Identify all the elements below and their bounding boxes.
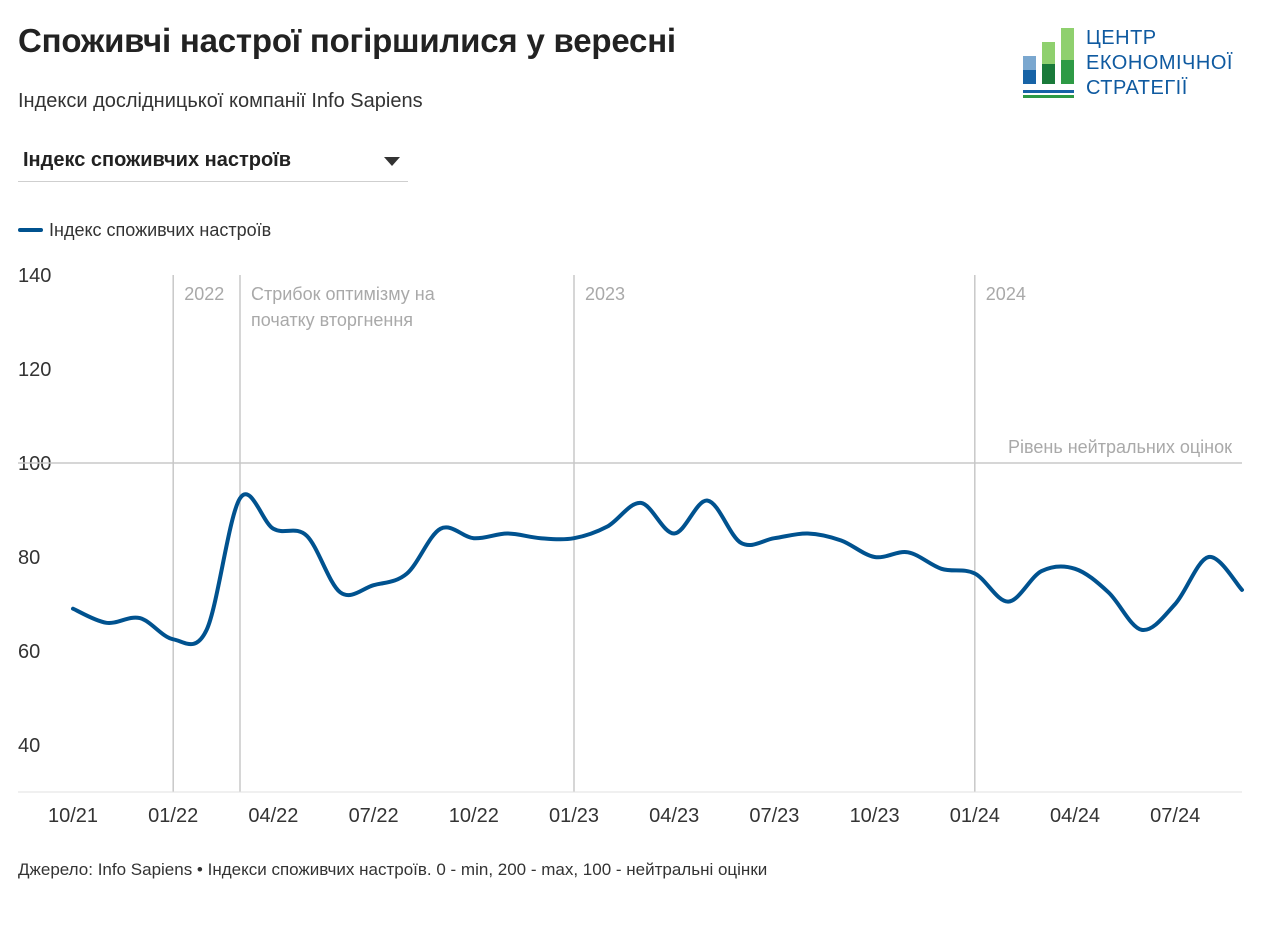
logo: ЦЕНТР ЕКОНОМІЧНОЇ СТРАТЕГІЇ: [1020, 26, 1260, 102]
x-tick-label: 07/24: [1150, 805, 1200, 827]
legend: Індекс споживчих настроїв: [18, 219, 271, 241]
period-label: 2024: [986, 284, 1026, 304]
series-line: [71, 492, 1244, 647]
y-tick-label: 40: [18, 735, 40, 757]
logo-line-1: ЦЕНТР: [1086, 27, 1157, 49]
x-tick-label: 10/21: [48, 805, 98, 827]
dropdown-selected-label: Індекс споживчих настроїв: [23, 149, 292, 171]
x-tick-label: 01/22: [148, 805, 198, 827]
x-tick-label: 07/23: [749, 805, 799, 827]
legend-swatch: [18, 228, 43, 232]
period-label: 2023: [585, 284, 625, 304]
x-tick-label: 04/24: [1050, 805, 1100, 827]
x-tick-label: 07/22: [349, 805, 399, 827]
x-tick-label: 10/23: [850, 805, 900, 827]
x-tick-label: 04/23: [649, 805, 699, 827]
logo-line-2: ЕКОНОМІЧНОЇ: [1086, 52, 1233, 74]
indicator-dropdown[interactable]: Індекс споживчих настроїв: [18, 138, 408, 182]
reference-line-label: Рівень нейтральних оцінок: [1008, 437, 1232, 457]
period-label: Стрибок оптимізму на початку вторгнення: [251, 284, 436, 330]
x-tick-label: 10/22: [449, 805, 499, 827]
x-tick-label: 01/24: [950, 805, 1000, 827]
y-tick-label: 120: [18, 359, 51, 381]
y-tick-label: 140: [18, 265, 51, 287]
source-footer: Джерело: Info Sapiens • Індекси споживчи…: [18, 860, 768, 879]
logo-bars-icon: [1023, 28, 1074, 98]
chevron-down-icon[interactable]: [384, 157, 400, 166]
chart-title: Споживчі настрої погіршилися у вересні: [18, 22, 676, 59]
legend-label: Індекс споживчих настроїв: [49, 219, 272, 240]
x-tick-label: 04/22: [248, 805, 298, 827]
y-tick-label: 80: [18, 547, 40, 569]
y-tick-label: 100: [18, 453, 51, 475]
chart-subtitle: Індекси дослідницької компанії Info Sapi…: [18, 90, 423, 112]
x-tick-label: 01/23: [549, 805, 599, 827]
logo-text: ЦЕНТР ЕКОНОМІЧНОЇ СТРАТЕГІЇ: [1086, 26, 1233, 101]
logo-line-3: СТРАТЕГІЇ: [1086, 77, 1188, 99]
period-label: 2022: [184, 284, 224, 304]
y-tick-label: 60: [18, 641, 40, 663]
